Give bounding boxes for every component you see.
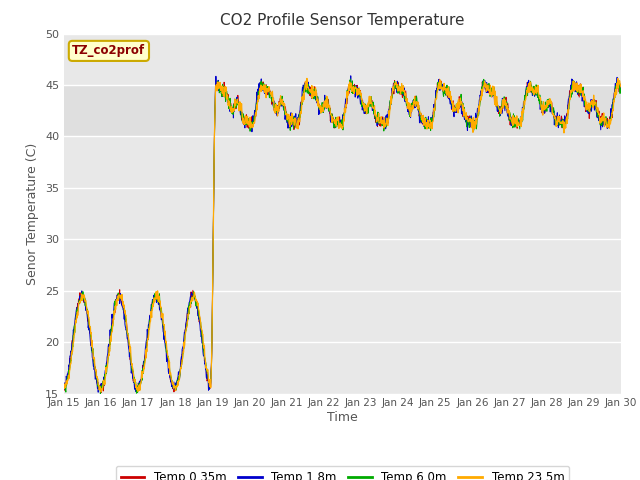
Text: TZ_co2prof: TZ_co2prof — [72, 44, 145, 58]
Legend: Temp 0.35m, Temp 1.8m, Temp 6.0m, Temp 23.5m: Temp 0.35m, Temp 1.8m, Temp 6.0m, Temp 2… — [116, 466, 569, 480]
Bar — [64, 85, 621, 136]
Y-axis label: Senor Temperature (C): Senor Temperature (C) — [26, 143, 40, 285]
X-axis label: Time: Time — [327, 411, 358, 424]
Title: CO2 Profile Sensor Temperature: CO2 Profile Sensor Temperature — [220, 13, 465, 28]
